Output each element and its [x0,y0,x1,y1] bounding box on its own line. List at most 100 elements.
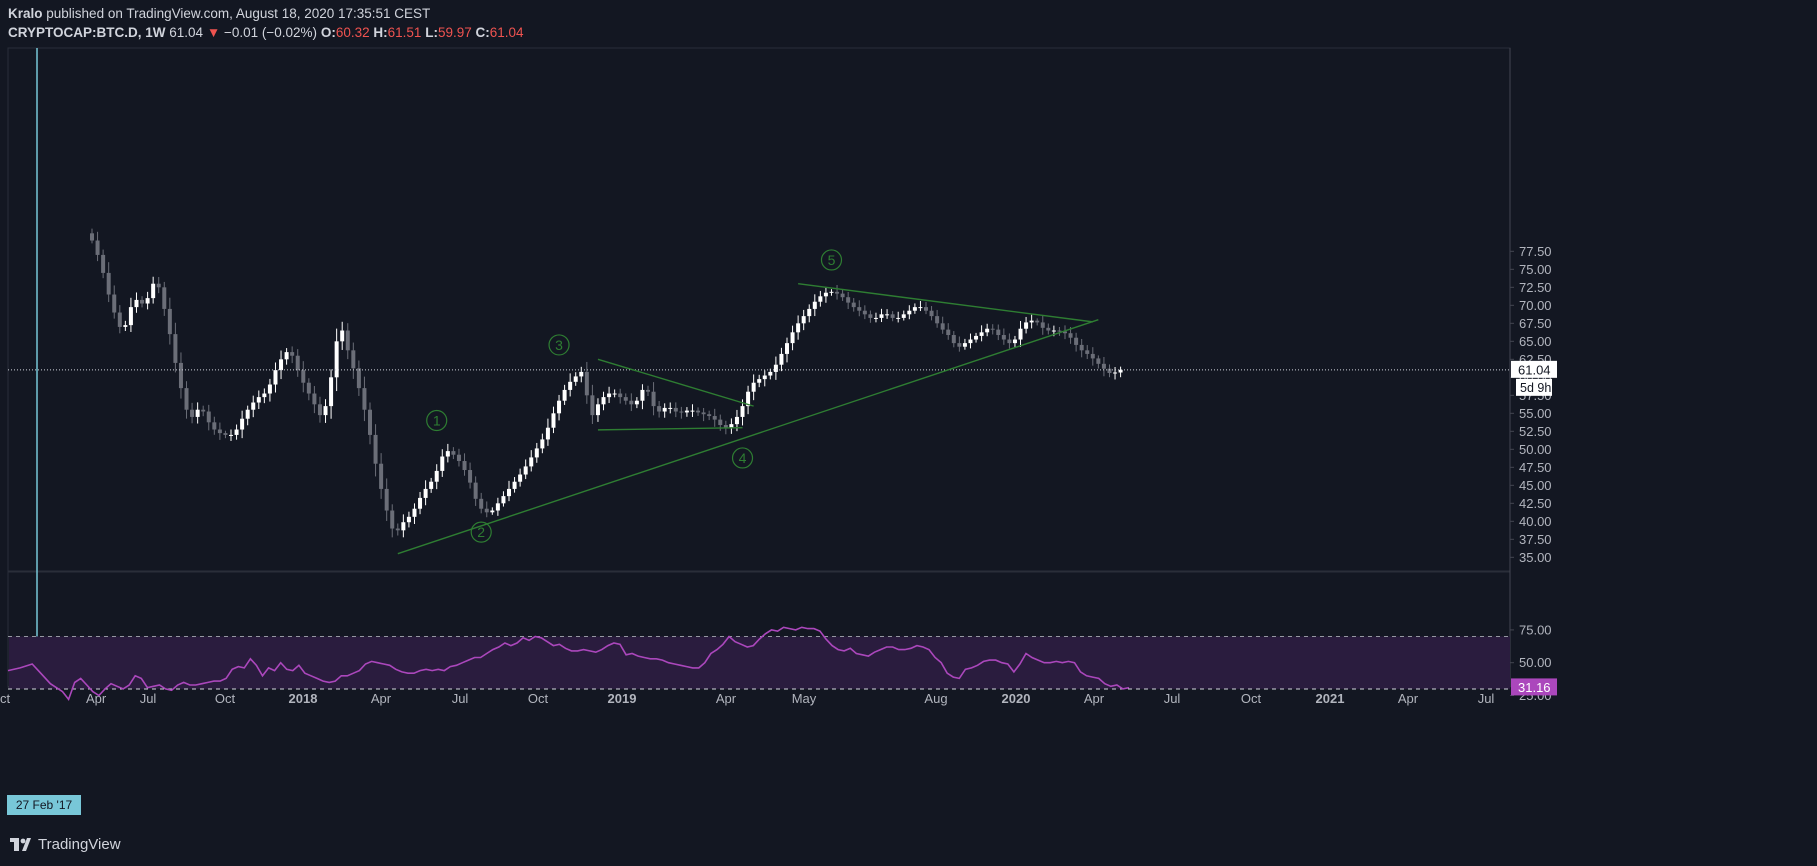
candle-body [879,314,884,318]
candle [974,332,979,343]
candle [484,501,489,518]
candle-body [162,287,167,309]
candle-body [1007,339,1012,344]
candle [434,464,439,490]
low-label: L: [425,25,438,40]
candle [1074,332,1079,352]
candle-body [267,384,272,394]
candle [901,310,906,321]
time-tick-label: Jul [452,691,469,706]
candle [418,491,423,515]
candle [562,384,567,405]
candle [607,386,612,404]
candle [1063,325,1067,340]
symbol-label[interactable]: CRYPTOCAP:BTC.D, 1W [8,25,166,40]
candle [1012,335,1017,348]
last-price-box [1511,360,1557,378]
candle-body [723,425,728,428]
rsi-tick-label: 75.00 [1519,622,1552,637]
candle [112,285,117,319]
candle-body [696,410,701,413]
last-value: 61.04 [169,25,204,40]
price-tick-label: 72.50 [1519,280,1552,295]
candle [167,297,172,345]
wave-label: 2 [470,521,492,543]
candle-body [356,368,361,389]
candle-body [540,439,545,449]
candle-body [312,393,317,405]
candle-body [395,528,400,531]
candle-body [846,297,851,303]
candle-body [924,307,928,311]
wave-label-circle [820,249,843,271]
wave-label-text: 2 [477,524,485,540]
author-name[interactable]: Kralo [8,6,43,21]
candle [1024,316,1029,334]
candle [835,285,840,300]
candle-body [929,310,934,317]
candle [101,249,106,279]
candle-body [990,328,995,330]
candle [985,323,990,337]
candle [701,407,706,422]
candle-body [340,330,345,342]
candle-body [768,371,773,376]
candle-body [957,343,962,347]
candle-body [618,393,623,398]
candle [156,276,161,294]
candle [657,401,662,418]
candle-body [273,370,278,385]
candle-body [662,407,667,412]
candle-body [1046,327,1051,331]
candle [935,309,940,328]
candle-body [518,474,523,482]
time-tick-label: 2019 [608,691,637,706]
candle-body [707,414,712,417]
tradingview-logo[interactable]: TradingView [10,836,121,853]
price-tick-label: 67.50 [1519,316,1552,331]
candle-body [134,299,139,308]
candle-body [851,302,856,308]
rsi-tick-label: 50.00 [1519,655,1552,670]
candle-body [184,388,189,410]
time-tick-label: Oct [1241,691,1262,706]
candle-body [462,461,467,471]
candle-body [1029,320,1034,323]
candle [217,422,222,440]
candle-body [757,379,762,383]
candle [796,315,801,340]
candle-body [712,416,717,420]
candle [1035,318,1040,326]
candle-body [301,370,306,383]
candle [1113,366,1118,380]
candle-body [329,377,334,407]
candle-body [573,376,578,382]
candle-body [646,389,650,392]
candle-body [1035,320,1040,323]
candle-body [890,314,895,318]
candle-body [551,413,556,428]
candle-body [657,406,662,412]
candle-body [362,388,367,410]
candle [384,478,389,521]
price-tick-label: 47.50 [1519,460,1552,475]
candle-body [634,400,639,405]
candle [301,361,306,393]
candle [240,410,245,439]
candle-body [829,291,834,293]
trendline [597,427,743,431]
candle [957,336,962,352]
close-value: 61.04 [489,25,524,40]
candle-body [1101,363,1106,369]
candle-body [985,328,990,333]
wave-label: 4 [731,447,754,469]
publish-line: Kralo published on TradingView.com, Augu… [8,6,430,22]
candle [662,403,667,418]
candle-body [295,355,300,371]
candle [251,395,256,418]
candle [212,416,217,435]
candle [279,350,284,380]
rsi-band [9,636,1510,689]
candle-body [451,451,456,455]
